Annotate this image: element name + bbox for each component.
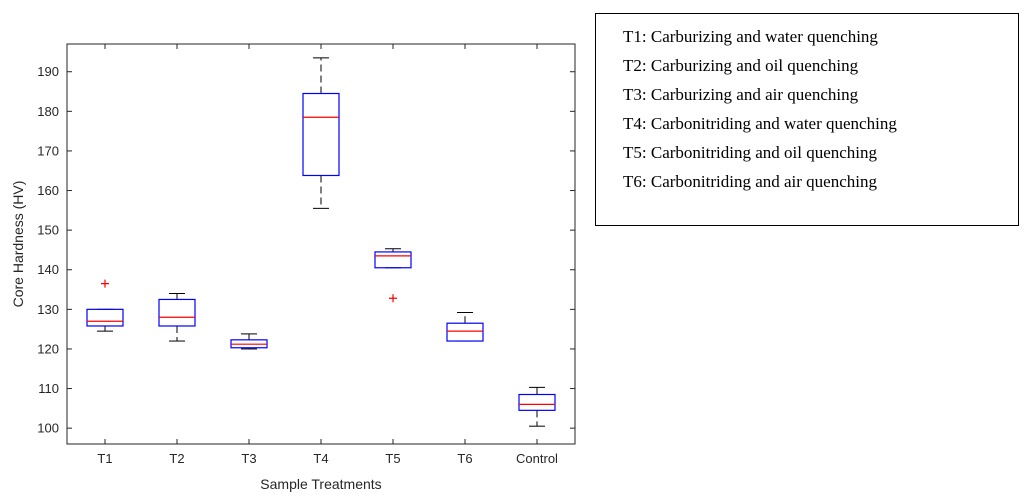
box-body <box>302 92 340 177</box>
legend-item-t2: T2: Carburizing and oil quenching <box>623 56 859 75</box>
box-body <box>86 308 124 327</box>
y-tick-label: 110 <box>38 381 59 396</box>
y-tick-label: 150 <box>37 223 59 238</box>
box-t5 <box>374 248 412 303</box>
box-t3 <box>230 333 268 350</box>
x-tick-label: T4 <box>313 451 328 466</box>
y-tick-label: 190 <box>37 64 59 79</box>
box-t1 <box>86 279 124 332</box>
x-tick-label: T3 <box>241 451 256 466</box>
boxes-layer <box>86 57 556 427</box>
x-tick-label: T2 <box>169 451 184 466</box>
box-control <box>518 386 556 427</box>
outlier-marker <box>389 294 397 303</box>
box-t6 <box>446 312 484 342</box>
legend-list: T1: Carburizing and water quenching T2: … <box>596 14 1018 196</box>
y-tick-label: 130 <box>37 302 59 317</box>
box-body <box>374 251 412 269</box>
legend-item-t4: T4: Carbonitriding and water quenching <box>623 114 897 133</box>
y-tick-label: 100 <box>37 421 59 436</box>
treatment-legend: T1: Carburizing and water quenching T2: … <box>595 13 1019 226</box>
x-tick-label: T1 <box>97 451 112 466</box>
x-tick-label: Control <box>516 451 558 466</box>
y-tick-label: 120 <box>37 341 59 356</box>
y-tick-label: 140 <box>37 262 59 277</box>
y-axis-title: Core Hardness (HV) <box>10 181 26 308</box>
box-body <box>158 298 196 327</box>
ticks-layer: 100 110 120 130 140 150 160 170 180 190 T1 T2 T3 T4 T5… <box>37 44 575 466</box>
box-body <box>518 393 556 411</box>
y-tick-label: 160 <box>37 183 59 198</box>
x-tick-label: T5 <box>385 451 400 466</box>
x-axis-title: Sample Treatments <box>260 476 381 492</box>
y-tick-label: 180 <box>37 104 59 119</box>
legend-item-t3: T3: Carburizing and air quenching <box>623 85 859 104</box>
legend-item-t1: T1: Carburizing and water quenching <box>623 27 878 46</box>
legend-item-t5: T5: Carbonitriding and oil quenching <box>623 143 878 162</box>
x-tick-label: T6 <box>457 451 472 466</box>
plot-area <box>66 43 576 445</box>
box-t2 <box>158 293 196 342</box>
box-t4 <box>302 57 340 209</box>
box-body <box>446 322 484 342</box>
y-tick-label: 170 <box>37 143 59 158</box>
legend-item-t6: T6: Carbonitriding and air quenching <box>623 172 877 191</box>
outlier-marker <box>101 279 109 288</box>
